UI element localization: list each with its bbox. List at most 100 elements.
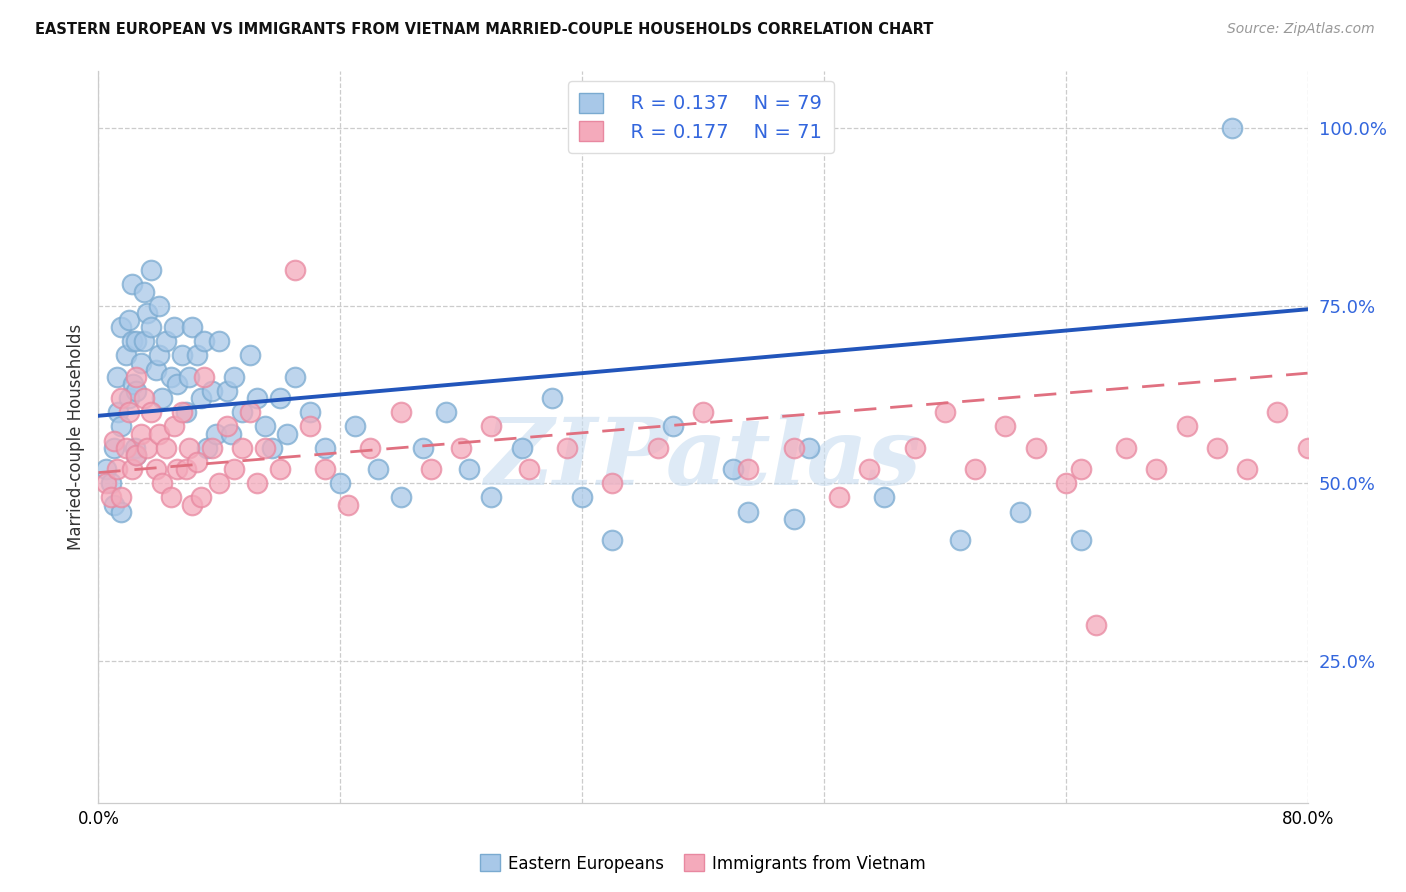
Point xyxy=(555,441,578,455)
Point xyxy=(1296,441,1319,455)
Point xyxy=(276,426,298,441)
Point xyxy=(124,441,146,455)
Point xyxy=(103,498,125,512)
Point xyxy=(1054,476,1077,491)
Point xyxy=(125,448,148,462)
Point xyxy=(389,491,412,505)
Point xyxy=(314,462,336,476)
Point xyxy=(94,462,117,476)
Point xyxy=(231,405,253,419)
Point xyxy=(145,462,167,476)
Point xyxy=(1267,405,1289,419)
Point xyxy=(389,405,412,419)
Point xyxy=(828,491,851,505)
Point xyxy=(121,462,143,476)
Point xyxy=(110,391,132,405)
Point xyxy=(299,419,322,434)
Point xyxy=(412,441,434,455)
Point xyxy=(122,376,145,391)
Point xyxy=(141,405,163,419)
Point xyxy=(1175,419,1198,434)
Point xyxy=(1085,618,1108,632)
Point xyxy=(647,441,669,455)
Point xyxy=(208,476,231,491)
Point xyxy=(602,476,624,491)
Point xyxy=(1236,462,1258,476)
Point xyxy=(121,334,143,349)
Point xyxy=(246,391,269,405)
Point xyxy=(994,419,1017,434)
Point xyxy=(208,334,231,349)
Point xyxy=(205,426,228,441)
Point xyxy=(105,462,128,476)
Point xyxy=(1220,121,1243,136)
Point xyxy=(129,355,152,369)
Point xyxy=(170,348,193,362)
Point xyxy=(783,441,806,455)
Point xyxy=(170,405,193,419)
Point xyxy=(1024,441,1046,455)
Point xyxy=(103,441,125,455)
Point xyxy=(148,299,170,313)
Point xyxy=(201,384,224,398)
Point xyxy=(94,476,117,491)
Point xyxy=(135,306,157,320)
Point xyxy=(284,369,307,384)
Point xyxy=(100,491,122,505)
Point xyxy=(181,498,204,512)
Point xyxy=(195,441,218,455)
Point xyxy=(174,462,197,476)
Point xyxy=(434,405,457,419)
Point xyxy=(873,491,896,505)
Point xyxy=(160,491,183,505)
Point xyxy=(166,376,188,391)
Point xyxy=(114,441,136,455)
Point xyxy=(129,426,152,441)
Point xyxy=(314,441,336,455)
Point xyxy=(114,348,136,362)
Point xyxy=(284,263,307,277)
Legend: Eastern Europeans, Immigrants from Vietnam: Eastern Europeans, Immigrants from Vietn… xyxy=(474,847,932,880)
Point xyxy=(224,369,246,384)
Point xyxy=(481,419,503,434)
Point xyxy=(517,462,540,476)
Point xyxy=(540,391,562,405)
Point xyxy=(949,533,972,547)
Point xyxy=(110,419,132,434)
Point xyxy=(145,362,167,376)
Point xyxy=(783,512,806,526)
Point xyxy=(692,405,714,419)
Point xyxy=(135,441,157,455)
Text: EASTERN EUROPEAN VS IMMIGRANTS FROM VIETNAM MARRIED-COUPLE HOUSEHOLDS CORRELATIO: EASTERN EUROPEAN VS IMMIGRANTS FROM VIET… xyxy=(35,22,934,37)
Point xyxy=(737,505,759,519)
Point xyxy=(186,348,208,362)
Point xyxy=(457,462,479,476)
Point xyxy=(221,426,243,441)
Point xyxy=(190,391,212,405)
Point xyxy=(118,405,141,419)
Point xyxy=(193,369,215,384)
Point xyxy=(110,505,132,519)
Point xyxy=(100,476,122,491)
Point xyxy=(336,498,359,512)
Point xyxy=(904,441,927,455)
Point xyxy=(132,334,155,349)
Point xyxy=(160,369,183,384)
Point xyxy=(150,391,173,405)
Point xyxy=(155,334,177,349)
Point xyxy=(1070,462,1092,476)
Point xyxy=(571,491,593,505)
Point xyxy=(1115,441,1137,455)
Point xyxy=(737,462,759,476)
Point xyxy=(481,491,503,505)
Point xyxy=(239,405,262,419)
Point xyxy=(344,419,367,434)
Point xyxy=(110,320,132,334)
Point xyxy=(103,434,125,448)
Point xyxy=(148,348,170,362)
Point xyxy=(201,441,224,455)
Point xyxy=(174,405,197,419)
Point xyxy=(215,384,238,398)
Point xyxy=(163,419,186,434)
Point xyxy=(360,441,382,455)
